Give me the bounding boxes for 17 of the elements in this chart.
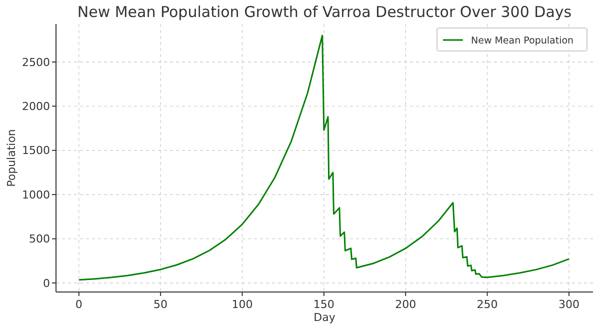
x-tick-label: 50 xyxy=(154,298,168,311)
y-tick-label: 2000 xyxy=(22,100,50,114)
y-axis-title: Population xyxy=(5,129,18,187)
y-tick-label: 500 xyxy=(29,232,50,246)
y-tick-label: 1500 xyxy=(22,144,50,158)
x-tick-label: 250 xyxy=(476,298,498,311)
y-tick-label: 0 xyxy=(43,276,50,290)
y-tick-label: 2500 xyxy=(22,56,50,69)
chart-title: New Mean Population Growth of Varroa Destructor Over 300 Days xyxy=(77,3,572,21)
x-tick-label: 100 xyxy=(232,298,253,311)
x-tick-label: 300 xyxy=(558,298,580,311)
y-tick-label: 1000 xyxy=(22,188,50,202)
x-tick-label: 200 xyxy=(395,298,416,311)
x-tick-label: 0 xyxy=(75,298,82,311)
x-axis-title: Day xyxy=(314,311,336,324)
x-tick-label: 150 xyxy=(313,298,334,311)
legend-label: New Mean Population xyxy=(471,35,574,46)
